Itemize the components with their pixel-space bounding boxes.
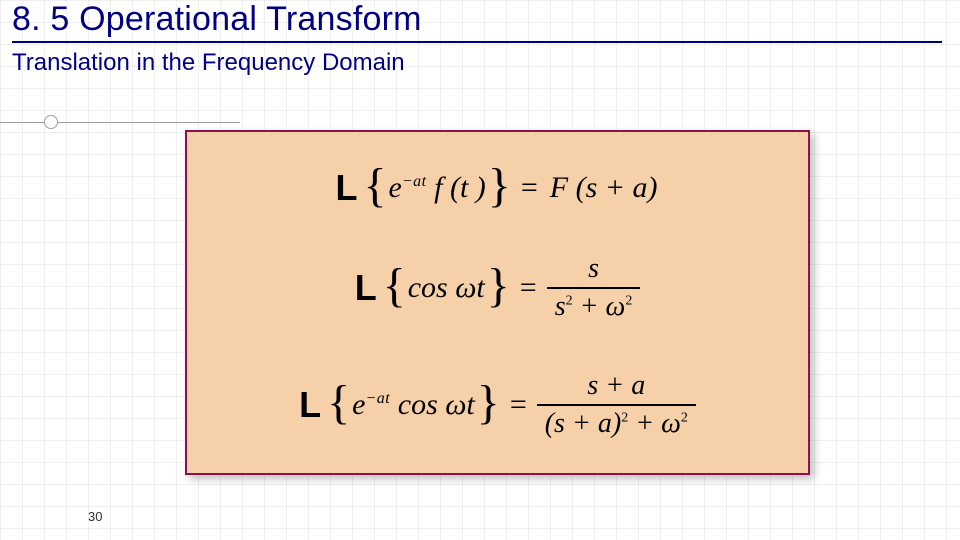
eq3-equals: =	[500, 388, 537, 422]
equation-1: L { e−at f (t ) } = F (s + a)	[199, 167, 796, 209]
eq3-den-omega: ω	[661, 408, 681, 439]
eq3-cos: cos ωt	[390, 388, 475, 421]
eq3-den-plus: +	[628, 408, 661, 439]
eq2-lhs: cos ωt	[406, 271, 487, 305]
eq1-equals: =	[511, 171, 548, 205]
eq3-fraction: s + a (s + a)2 + ω2	[537, 368, 696, 442]
laplace-operator: L	[336, 167, 358, 209]
eq3-den-paren: (s + a)	[545, 408, 621, 439]
title-block: 8. 5 Operational Transform Translation i…	[12, 0, 950, 77]
formula-box: L { e−at f (t ) } = F (s + a) L { cos ωt…	[185, 130, 810, 475]
left-brace-icon: {	[327, 384, 350, 422]
eq2-den-sup2: 2	[625, 294, 632, 309]
divider-ring-icon	[44, 115, 58, 129]
eq1-e: e	[389, 171, 402, 204]
decorative-divider	[0, 112, 260, 132]
eq2-den-s: s	[555, 291, 566, 322]
eq1-lhs: e−at f (t )	[387, 171, 488, 205]
eq2-fraction: s s2 + ω2	[547, 251, 641, 325]
eq1-exp: −at	[402, 173, 427, 190]
slide-title: 8. 5 Operational Transform	[12, 0, 942, 43]
divider-line	[0, 122, 240, 123]
eq3-denominator: (s + a)2 + ω2	[537, 406, 696, 442]
eq3-exp: −at	[366, 390, 391, 407]
eq3-den-sup2: 2	[681, 410, 688, 425]
laplace-operator: L	[299, 384, 321, 426]
eq3-e: e	[352, 388, 365, 421]
eq2-numerator: s	[580, 251, 607, 287]
equation-3: L { e−at cos ωt } = s + a (s + a)2 + ω2	[199, 368, 796, 442]
right-brace-icon: }	[488, 167, 511, 205]
eq2-den-plus: +	[573, 291, 606, 322]
eq2-equals: =	[510, 271, 547, 305]
slide-subtitle: Translation in the Frequency Domain	[12, 49, 950, 77]
eq1-func: f (t )	[434, 171, 486, 204]
eq1-rhs: F (s + a)	[548, 171, 660, 205]
page-number: 30	[88, 509, 102, 524]
eq2-denominator: s2 + ω2	[547, 289, 641, 325]
left-brace-icon: {	[364, 167, 387, 205]
right-brace-icon: }	[477, 384, 500, 422]
eq3-numerator: s + a	[579, 368, 653, 404]
laplace-operator: L	[355, 267, 377, 309]
equation-2: L { cos ωt } = s s2 + ω2	[199, 251, 796, 325]
eq3-lhs: e−at cos ωt	[350, 388, 477, 422]
right-brace-icon: }	[487, 267, 510, 305]
eq2-den-omega: ω	[606, 291, 626, 322]
left-brace-icon: {	[383, 267, 406, 305]
eq2-den-sup1: 2	[566, 294, 573, 309]
